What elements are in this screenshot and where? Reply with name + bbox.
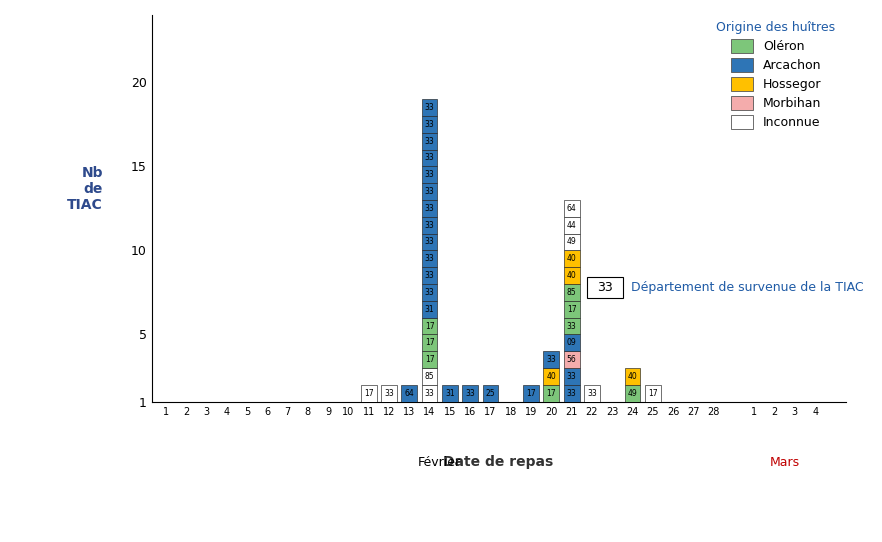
Bar bbox=[422, 150, 437, 166]
Bar bbox=[564, 234, 579, 250]
Bar bbox=[422, 116, 437, 133]
Bar bbox=[381, 385, 397, 402]
Bar bbox=[442, 385, 458, 402]
Text: 33: 33 bbox=[424, 120, 435, 129]
Text: 17: 17 bbox=[425, 355, 434, 364]
Bar bbox=[422, 351, 437, 368]
Y-axis label: Nb
de
TIAC: Nb de TIAC bbox=[67, 166, 103, 212]
Bar bbox=[523, 385, 539, 402]
Text: 40: 40 bbox=[567, 254, 577, 263]
Bar bbox=[584, 385, 600, 402]
Text: 09: 09 bbox=[567, 338, 577, 347]
Bar bbox=[422, 368, 437, 385]
Text: 17: 17 bbox=[648, 389, 658, 398]
Text: 33: 33 bbox=[466, 389, 475, 398]
Bar bbox=[401, 385, 417, 402]
Bar bbox=[564, 334, 579, 351]
Bar bbox=[543, 351, 559, 368]
Bar bbox=[422, 234, 437, 250]
Text: 33: 33 bbox=[424, 237, 435, 247]
Text: 33: 33 bbox=[424, 221, 435, 230]
Text: 33: 33 bbox=[424, 389, 435, 398]
Text: 17: 17 bbox=[527, 389, 536, 398]
Bar bbox=[422, 318, 437, 334]
Text: 17: 17 bbox=[567, 305, 577, 314]
Text: 17: 17 bbox=[425, 338, 434, 347]
Bar bbox=[422, 99, 437, 116]
Bar bbox=[543, 368, 559, 385]
Text: 49: 49 bbox=[567, 237, 577, 247]
Text: 33: 33 bbox=[567, 372, 577, 381]
Text: 40: 40 bbox=[567, 271, 577, 280]
Bar bbox=[482, 385, 498, 402]
Bar bbox=[564, 318, 579, 334]
Text: 33: 33 bbox=[424, 254, 435, 263]
FancyBboxPatch shape bbox=[587, 277, 623, 298]
Text: 33: 33 bbox=[384, 389, 394, 398]
Bar bbox=[361, 385, 377, 402]
Bar bbox=[564, 250, 579, 267]
Bar bbox=[624, 385, 640, 402]
Bar bbox=[564, 385, 579, 402]
Bar bbox=[645, 385, 661, 402]
Text: 33: 33 bbox=[424, 204, 435, 213]
Text: 31: 31 bbox=[425, 305, 434, 314]
Bar bbox=[422, 183, 437, 200]
X-axis label: Date de repas: Date de repas bbox=[444, 455, 554, 469]
Text: 33: 33 bbox=[424, 170, 435, 179]
Bar bbox=[422, 385, 437, 402]
Text: 33: 33 bbox=[424, 153, 435, 163]
Text: 33: 33 bbox=[587, 389, 597, 398]
Text: 85: 85 bbox=[567, 288, 577, 297]
Bar bbox=[564, 368, 579, 385]
Text: 64: 64 bbox=[404, 389, 415, 398]
Text: 31: 31 bbox=[445, 389, 454, 398]
Bar bbox=[564, 301, 579, 318]
Text: 17: 17 bbox=[364, 389, 373, 398]
Text: 85: 85 bbox=[425, 372, 434, 381]
Bar bbox=[624, 368, 640, 385]
Text: 17: 17 bbox=[547, 389, 557, 398]
Text: 17: 17 bbox=[425, 321, 434, 331]
Bar bbox=[422, 133, 437, 150]
Bar bbox=[564, 217, 579, 234]
Text: 33: 33 bbox=[424, 187, 435, 196]
Legend: Oléron, Arcachon, Hossegor, Morbihan, Inconnue: Oléron, Arcachon, Hossegor, Morbihan, In… bbox=[713, 17, 840, 133]
Text: 33: 33 bbox=[424, 288, 435, 297]
Text: 33: 33 bbox=[424, 137, 435, 146]
Text: 64: 64 bbox=[567, 204, 577, 213]
Text: 33: 33 bbox=[597, 281, 613, 294]
Bar bbox=[564, 200, 579, 217]
Text: Février: Février bbox=[418, 455, 461, 468]
Bar bbox=[564, 351, 579, 368]
Text: 56: 56 bbox=[567, 355, 577, 364]
Text: 33: 33 bbox=[567, 389, 577, 398]
Bar bbox=[422, 166, 437, 183]
Text: 25: 25 bbox=[486, 389, 496, 398]
Bar bbox=[543, 385, 559, 402]
Bar bbox=[422, 250, 437, 267]
Text: 49: 49 bbox=[628, 389, 638, 398]
Bar bbox=[422, 284, 437, 301]
Text: Département de survenue de la TIAC: Département de survenue de la TIAC bbox=[632, 281, 863, 294]
Bar bbox=[422, 200, 437, 217]
Bar bbox=[422, 217, 437, 234]
Bar bbox=[422, 334, 437, 351]
Bar bbox=[462, 385, 478, 402]
Text: Mars: Mars bbox=[770, 455, 800, 468]
Text: 40: 40 bbox=[628, 372, 638, 381]
Bar bbox=[564, 267, 579, 284]
Bar bbox=[422, 301, 437, 318]
Bar bbox=[564, 284, 579, 301]
Text: 33: 33 bbox=[547, 355, 557, 364]
Text: 33: 33 bbox=[424, 103, 435, 112]
Text: 33: 33 bbox=[424, 271, 435, 280]
Bar bbox=[422, 267, 437, 284]
Text: 44: 44 bbox=[567, 221, 577, 230]
Text: 33: 33 bbox=[567, 321, 577, 331]
Text: 40: 40 bbox=[547, 372, 557, 381]
